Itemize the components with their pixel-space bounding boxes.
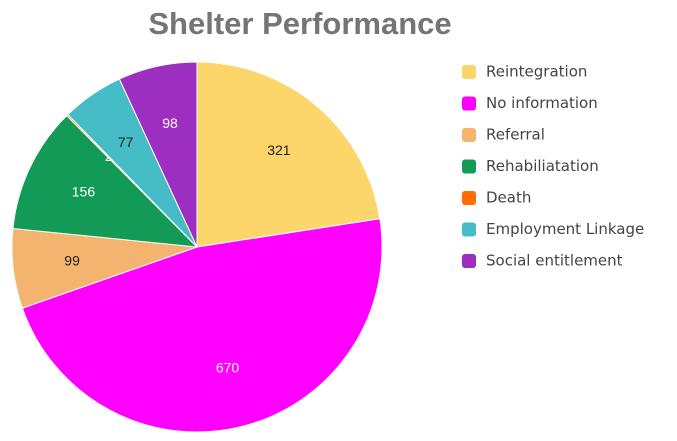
legend-swatch — [462, 65, 476, 79]
slice-label: 321 — [267, 142, 291, 158]
legend-label: Rehabiliatation — [486, 157, 599, 175]
chart-title: Shelter Performance — [148, 6, 451, 41]
legend-label: Social entitlement — [486, 252, 623, 270]
pie-slice — [21, 218, 383, 433]
slice-label: 98 — [162, 115, 178, 131]
pie-slice — [12, 114, 199, 248]
legend-swatch — [462, 254, 476, 268]
slice-label: 670 — [216, 360, 240, 376]
legend-swatch — [462, 128, 476, 142]
pie-slice — [196, 61, 381, 248]
legend-label: Reintegration — [486, 63, 587, 81]
legend-swatch — [462, 159, 476, 174]
slice-label: 156 — [72, 184, 96, 200]
slice-label: 77 — [118, 134, 134, 150]
legend-swatch — [462, 96, 476, 111]
legend-label: No information — [486, 94, 598, 112]
legend-label: Employment Linkage — [486, 220, 644, 238]
legend-label: Referral — [486, 126, 545, 144]
legend-label: Death — [486, 189, 531, 207]
pie-slice — [118, 61, 198, 248]
legend-swatch — [462, 191, 476, 205]
legend-swatch — [462, 222, 476, 237]
slice-label: 99 — [64, 253, 80, 269]
